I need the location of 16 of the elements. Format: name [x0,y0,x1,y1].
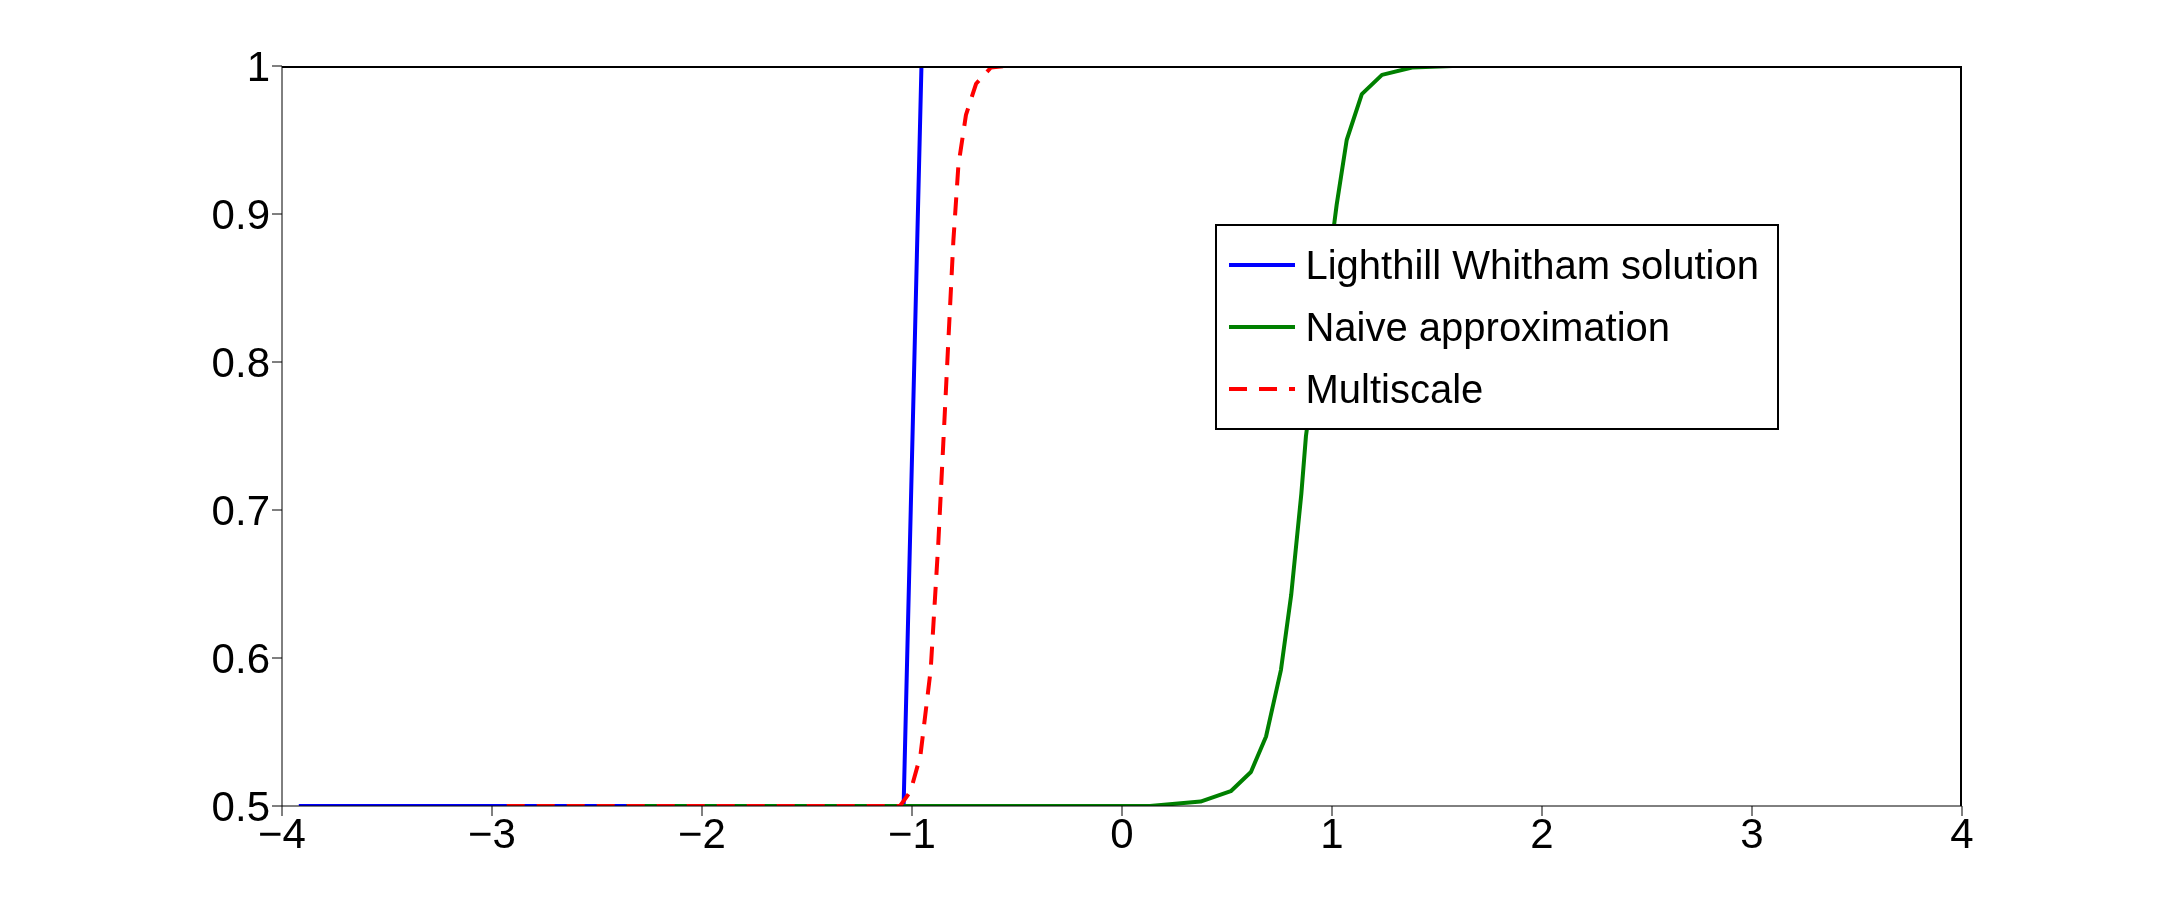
x-tick-label: −1 [888,809,936,857]
x-tick-label: −2 [678,809,726,857]
x-tick-label: 0 [1110,809,1134,857]
y-tick-label: 0.9 [211,190,270,238]
x-tick-label: 4 [1950,809,1974,857]
x-tick-label: 3 [1740,809,1764,857]
y-tick-label: 0.7 [211,486,270,534]
y-tick-label: 0.8 [211,338,270,386]
x-tick-label: 2 [1530,809,1554,857]
legend-label: Naive approximation [1305,304,1671,351]
x-tick-label: 1 [1320,809,1344,857]
y-tick-label: 0.6 [211,634,270,682]
legend-label: Lighthill Whitham solution [1305,242,1759,289]
y-tick-label: 1 [246,42,270,90]
legend-label: Multiscale [1305,366,1484,413]
x-tick-label: −3 [468,809,516,857]
